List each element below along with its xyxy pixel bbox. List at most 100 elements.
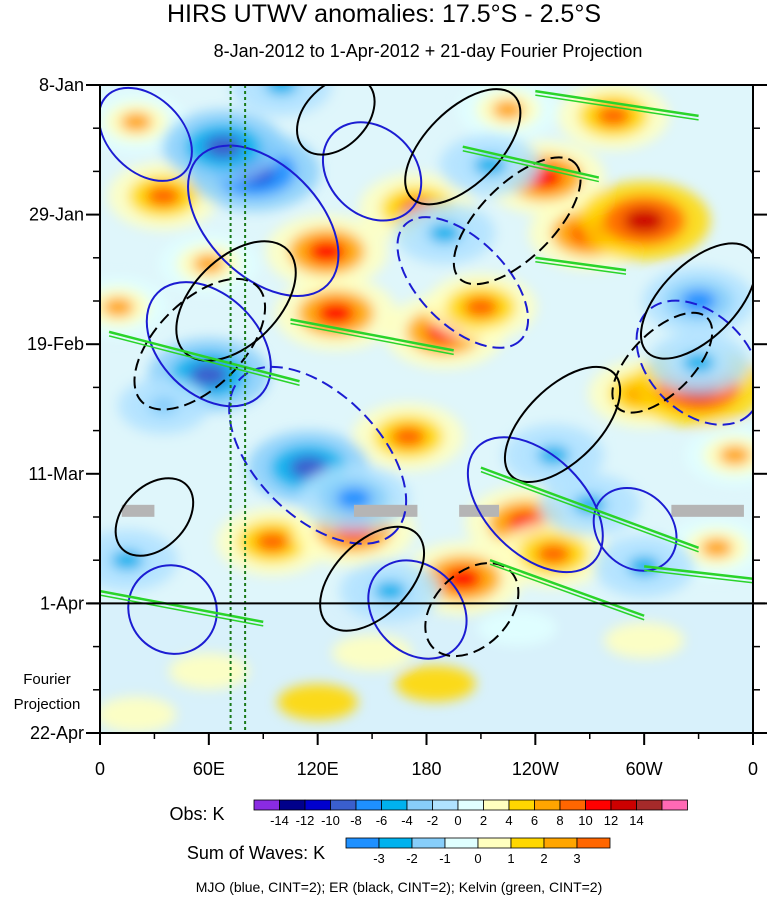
mjo-contour-7 <box>635 299 753 426</box>
warm-anomaly-7-core <box>623 208 665 234</box>
kelvin-contour-inner-0 <box>108 335 300 386</box>
obs-colorbar-level-10: 6 <box>531 813 538 828</box>
kelvin-contour-inner-1 <box>290 322 454 356</box>
obs-colorbar-swatch-11 <box>534 799 561 811</box>
waves-colorbar-swatch-0 <box>345 837 380 849</box>
obs-colorbar-level-4: -6 <box>376 813 388 828</box>
mjo-contour-10 <box>592 486 678 572</box>
kelvin-contour-5 <box>100 589 264 624</box>
cold-anomaly-12-core <box>265 85 298 95</box>
kelvin-contour-7 <box>535 256 627 272</box>
plot-overlay <box>88 85 765 733</box>
x-tick-label-2: 120E <box>297 759 339 779</box>
x-tick-label-5: 60W <box>626 759 663 779</box>
kelvin-contour-2 <box>462 145 600 179</box>
kelvin-contour-inner-5 <box>100 594 264 627</box>
mjo-contour-5 <box>466 436 604 574</box>
er-contour-7 <box>639 242 753 360</box>
missing-data-band-1 <box>353 504 418 517</box>
chart-subtitle: 8-Jan-2012 to 1-Apr-2012 + 21-day Fourie… <box>214 41 643 61</box>
cold-anomaly-13-core <box>682 353 715 373</box>
projection-blob-3 <box>168 653 249 690</box>
projection-label-line2: Projection <box>14 696 81 713</box>
warm-anomaly-1-core <box>146 185 181 207</box>
missing-data-band-3 <box>671 504 744 517</box>
warm-anomaly-6-core <box>595 105 631 127</box>
obs-colorbar: -14 -12 -10 -8 -6 -4 -2 0 2 4 6 8 10 12 14 <box>253 799 688 828</box>
kelvin-contour-8 <box>644 565 753 580</box>
x-tick-label-1: 60E <box>193 759 225 779</box>
waves-colorbar-swatch-6 <box>543 837 578 849</box>
y-tick-label-5: 22-Apr <box>30 723 84 743</box>
waves-colorbar-level-6: 3 <box>573 851 580 866</box>
obs-colorbar-swatch-2 <box>304 799 331 811</box>
y-tick-label-1: 29-Jan <box>29 205 84 225</box>
warm-anomaly-0-core <box>120 112 153 132</box>
obs-colorbar-level-12: 10 <box>578 813 592 828</box>
kelvin-contour-6 <box>489 559 645 617</box>
y-tick-label-0: 8-Jan <box>39 75 84 95</box>
obs-colorbar-swatch-8 <box>457 799 484 811</box>
obs-colorbar-swatch-6 <box>406 799 433 811</box>
waves-colorbar-level-0: -3 <box>373 851 385 866</box>
x-tick-label-4: 120W <box>512 759 559 779</box>
obs-colorbar-swatch-12 <box>559 799 586 811</box>
y-tick-label-3: 11-Mar <box>28 464 84 484</box>
warm-anomaly-20-core <box>102 297 134 317</box>
wave-contours <box>100 85 753 660</box>
x-tick-label-3: 180 <box>411 759 441 779</box>
mjo-contour-9 <box>127 564 218 655</box>
obs-colorbar-swatch-15 <box>636 799 663 811</box>
cold-anomaly-8-core <box>681 290 716 312</box>
er-contour-4 <box>503 365 622 484</box>
projection-blob-5 <box>277 684 358 721</box>
kelvin-contour-inner-8 <box>644 569 753 584</box>
obs-colorbar-level-1: -12 <box>296 813 315 828</box>
obs-colorbar-swatch-0 <box>253 799 280 811</box>
obs-colorbar-level-9: 4 <box>505 813 512 828</box>
er-contour-10 <box>296 85 376 156</box>
waves-colorbar: -3 -2 -1 0 1 2 3 <box>345 837 611 866</box>
kelvin-contour-3 <box>480 466 700 550</box>
warm-anomaly-11-core <box>390 426 426 448</box>
mjo-contour-3 <box>396 216 530 349</box>
warm-anomaly-21-core <box>193 254 225 274</box>
waves-colorbar-level-2: -1 <box>439 851 451 866</box>
kelvin-contour-inner-7 <box>535 261 627 275</box>
obs-colorbar-level-5: -4 <box>401 813 413 828</box>
kelvin-contour-0 <box>108 330 300 383</box>
waves-colorbar-title: Sum of Waves: K <box>187 843 325 863</box>
warm-anomaly-14-core <box>719 445 751 465</box>
waves-colorbar-level-5: 2 <box>540 851 547 866</box>
obs-colorbar-level-2: -10 <box>321 813 340 828</box>
obs-colorbar-swatch-4 <box>355 799 382 811</box>
cold-anomaly-5-core <box>428 223 461 243</box>
warm-anomaly-23-core <box>700 538 733 558</box>
projection-blob-6 <box>100 696 177 733</box>
obs-colorbar-level-8: 2 <box>480 813 487 828</box>
mjo-contour-8 <box>100 86 193 182</box>
warm-anomaly-2-core <box>307 240 346 264</box>
axes: 8-Jan 29-Jan 19-Feb 11-Mar 1-Apr 22-Apr 0 60E 12… <box>27 75 767 779</box>
er-contour-9 <box>611 311 714 414</box>
obs-colorbar-swatch-14 <box>610 799 637 811</box>
obs-colorbar-title: Obs: K <box>169 804 224 824</box>
kelvin-contour-inner-6 <box>489 563 645 621</box>
warm-anomaly-10-core <box>463 296 499 318</box>
warm-anomaly-18-core <box>536 543 571 565</box>
mjo-contour-6 <box>367 559 468 660</box>
x-tick-label-0: 0 <box>95 759 105 779</box>
projection-blob-4 <box>604 622 685 659</box>
waves-colorbar-swatch-5 <box>510 837 545 849</box>
chart-title: HIRS UTWV anomalies: 17.5°S - 2.5°S <box>167 0 601 28</box>
mjo-contour-0 <box>187 144 340 297</box>
obs-colorbar-swatch-13 <box>585 799 612 811</box>
kelvin-contour-inner-3 <box>480 470 699 553</box>
obs-colorbar-level-3: -8 <box>350 813 362 828</box>
projection-field <box>100 610 685 733</box>
projection-blob-1 <box>395 665 476 702</box>
obs-colorbar-swatch-9 <box>483 799 510 811</box>
er-contour-2 <box>404 88 522 206</box>
waves-colorbar-level-1: -2 <box>406 851 418 866</box>
